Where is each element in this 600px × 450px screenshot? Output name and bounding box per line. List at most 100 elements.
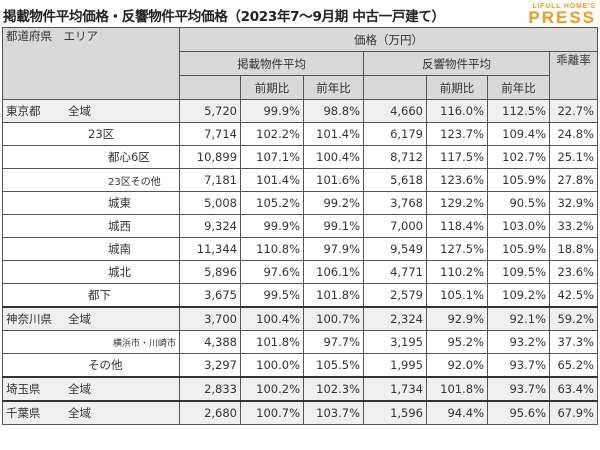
area: 横浜市・川崎市 — [113, 339, 177, 349]
table-row: 埼玉県 全域 2,833 100.2% 102.3% 1,734 101.8% 93.7% 63… — [1, 376, 598, 402]
region-cell: その他 — [1, 353, 181, 378]
gap-rate: 33.2% — [549, 214, 598, 238]
response-qoq: 92.9% — [426, 306, 489, 331]
listed-price: 9,324 — [179, 214, 242, 238]
listed-qoq: 101.4% — [240, 168, 305, 192]
gap-rate: 23.6% — [549, 260, 598, 284]
listed-yoy: 101.8% — [303, 283, 365, 308]
listed-yoy: 99.2% — [303, 191, 365, 215]
listed-yoy: 103.7% — [303, 400, 365, 425]
listed-qoq: 99.5% — [240, 283, 305, 308]
region-cell: 都下 — [1, 283, 181, 308]
listed-price: 5,008 — [179, 191, 242, 215]
logo-line1: LIFULL HOME'S — [532, 3, 596, 10]
listed-yoy: 97.7% — [303, 330, 365, 354]
area: 城西 — [108, 219, 131, 233]
listed-qoq: 101.8% — [240, 330, 305, 354]
listed-price: 7,714 — [179, 122, 242, 146]
response-qoq: 123.7% — [426, 122, 489, 146]
response-yoy: 105.9% — [487, 168, 551, 192]
gap-rate: 32.9% — [549, 191, 598, 215]
response-yoy: 95.6% — [487, 400, 551, 425]
response-qoq: 129.2% — [426, 191, 489, 215]
response-yoy: 92.1% — [487, 306, 551, 331]
response-price: 1,596 — [363, 400, 428, 425]
prefecture: 千葉県 — [6, 406, 41, 420]
gap-rate: 18.8% — [549, 237, 598, 261]
table-row: 東京都 全域 5,720 99.9% 98.8% 4,660 116.0% 112.5% 22.… — [1, 99, 598, 123]
listed-price: 2,833 — [179, 376, 242, 402]
region-cell: 神奈川県 全域 — [1, 306, 181, 331]
page-title: 掲載物件平均価格・反響物件平均価格（2023年7～9月期 中古一戸建て） — [3, 9, 445, 25]
response-price: 5,618 — [363, 168, 428, 192]
gap-rate: 59.2% — [549, 306, 598, 331]
region-cell: 都心6区 — [1, 145, 181, 169]
response-price: 1,734 — [363, 376, 428, 402]
listed-qoq: 102.2% — [240, 122, 305, 146]
listed-price: 3,297 — [179, 353, 242, 378]
area: 城南 — [108, 242, 131, 256]
area: 城北 — [108, 265, 131, 279]
table-row: 神奈川県 全域 3,700 100.4% 100.7% 2,324 92.9% 92.1% 59… — [1, 306, 598, 331]
region-cell: 23区 — [1, 122, 181, 146]
header-price: 価格（万円） — [179, 27, 598, 52]
listed-price: 4,388 — [179, 330, 242, 354]
listed-qoq: 110.8% — [240, 237, 305, 261]
listed-price: 10,899 — [179, 145, 242, 169]
lifull-homes-press-logo: LIFULL HOME'S PRESS — [528, 3, 596, 26]
response-qoq: 127.5% — [426, 237, 489, 261]
gap-rate: 37.3% — [549, 330, 598, 354]
table-row: 千葉県 全域 2,680 100.7% 103.7% 1,596 94.4% 95.6% 67.… — [1, 400, 598, 425]
listed-yoy: 98.8% — [303, 99, 365, 123]
region-cell: 城南 — [1, 237, 181, 261]
price-table: 都道府県 エリア 価格（万円） 掲載物件平均 反響物件平均 乖離率 前期比 前年… — [1, 27, 598, 425]
table-row: 城北 5,896 97.6% 106.1% 4,771 110.2% 109.5% 23.6% — [1, 260, 598, 284]
table-row: 城南 11,344 110.8% 97.9% 9,549 127.5% 105.9% 18.8… — [1, 237, 598, 261]
table-row: 横浜市・川崎市 4,388 101.8% 97.7% 3,195 95.2% 93.2% 37… — [1, 330, 598, 354]
listed-qoq: 97.6% — [240, 260, 305, 284]
response-qoq: 101.8% — [426, 376, 489, 402]
region-cell: 千葉県 全域 — [1, 400, 181, 425]
header-listed-yoy: 前年比 — [303, 75, 365, 100]
listed-qoq: 100.4% — [240, 306, 305, 331]
listed-qoq: 100.0% — [240, 353, 305, 378]
listed-qoq: 100.2% — [240, 376, 305, 402]
response-yoy: 112.5% — [487, 99, 551, 123]
response-qoq: 110.2% — [426, 260, 489, 284]
logo-line2: PRESS — [528, 8, 596, 27]
response-yoy: 109.4% — [487, 122, 551, 146]
response-price: 3,195 — [363, 330, 428, 354]
response-yoy: 102.7% — [487, 145, 551, 169]
area: 23区その他 — [108, 176, 161, 188]
prefecture: 埼玉県 — [6, 382, 41, 396]
gap-rate: 24.8% — [549, 122, 598, 146]
response-yoy: 93.7% — [487, 376, 551, 402]
header-gap: 乖離率 — [549, 51, 598, 100]
area: 23区 — [88, 127, 115, 141]
gap-rate: 42.5% — [549, 283, 598, 308]
response-price: 4,771 — [363, 260, 428, 284]
table-row: 都下 3,675 99.5% 101.8% 2,579 105.1% 109.2% 42.5% — [1, 283, 598, 308]
response-qoq: 116.0% — [426, 99, 489, 123]
prefecture: 神奈川県 — [6, 312, 52, 326]
response-price: 4,660 — [363, 99, 428, 123]
region-cell: 城東 — [1, 191, 181, 215]
response-price: 3,768 — [363, 191, 428, 215]
listed-qoq: 105.2% — [240, 191, 305, 215]
header-response-qoq: 前期比 — [426, 75, 489, 100]
table-row: 23区 7,714 102.2% 101.4% 6,179 123.7% 109.4% 24.… — [1, 122, 598, 146]
area: 都心6区 — [108, 150, 150, 164]
response-qoq: 95.2% — [426, 330, 489, 354]
table-row: 城西 9,324 99.9% 99.1% 7,000 118.4% 103.0% 33.2% — [1, 214, 598, 238]
region-cell: 東京都 全域 — [1, 99, 181, 123]
area: その他 — [88, 358, 123, 372]
response-price: 1,995 — [363, 353, 428, 378]
listed-yoy: 102.3% — [303, 376, 365, 402]
header-blank — [179, 75, 242, 100]
table-row: 城東 5,008 105.2% 99.2% 3,768 129.2% 90.5% 32.9% — [1, 191, 598, 215]
response-price: 8,712 — [363, 145, 428, 169]
gap-rate: 25.1% — [549, 145, 598, 169]
region-cell: 23区その他 — [1, 168, 181, 192]
header-response-yoy: 前年比 — [487, 75, 551, 100]
listed-yoy: 97.9% — [303, 237, 365, 261]
